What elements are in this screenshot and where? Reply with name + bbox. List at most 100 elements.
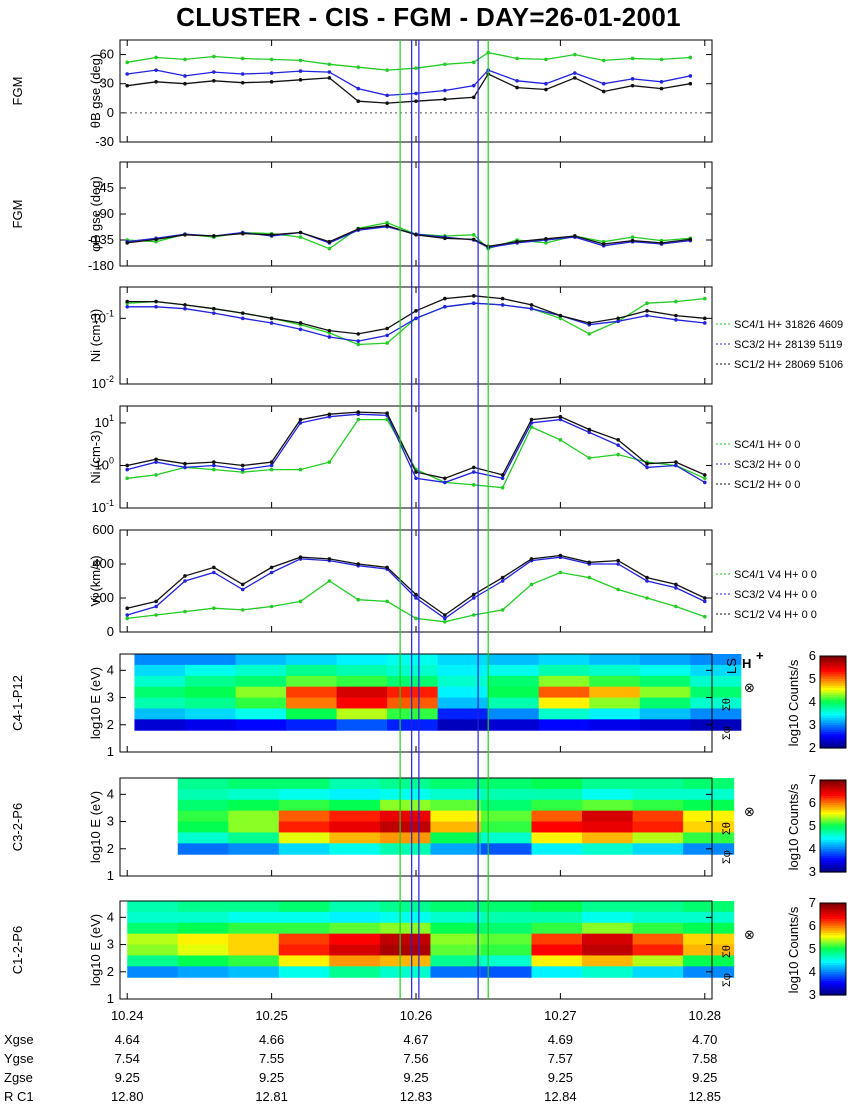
data-point xyxy=(616,443,620,447)
data-point xyxy=(240,316,245,321)
data-point xyxy=(471,470,476,474)
colorbar-segment xyxy=(820,869,846,873)
spectrogram-cell xyxy=(632,955,684,967)
orbit-value: 7.57 xyxy=(548,1051,573,1066)
y-tick-label: 2 xyxy=(107,964,114,979)
spectrogram-cell xyxy=(336,664,388,677)
spectrogram-cell xyxy=(134,697,186,709)
data-point xyxy=(298,58,303,63)
legend-entry: SC1/2 H+ 28069 5106 xyxy=(734,359,843,371)
spectrogram-cell xyxy=(538,686,590,699)
colorbar-segment xyxy=(820,949,846,952)
spectrogram-cell xyxy=(430,911,482,924)
colorbar-segment xyxy=(820,923,846,927)
spectrogram-cell xyxy=(177,911,229,924)
colorbar-segment xyxy=(820,860,846,864)
data-point xyxy=(688,81,693,86)
spectrogram-cell xyxy=(690,697,742,709)
spectrogram-cell xyxy=(531,933,583,946)
colorbar-segment xyxy=(820,692,846,696)
data-point xyxy=(443,62,447,67)
colorbar-segment xyxy=(820,812,846,816)
spectrogram-cell xyxy=(632,799,684,812)
spectrogram-cell xyxy=(177,778,229,790)
spectrogram-cell xyxy=(632,922,684,935)
data-point xyxy=(414,66,418,70)
spectrogram-cell xyxy=(430,966,482,978)
data-point xyxy=(212,70,216,74)
colorbar-segment xyxy=(820,990,846,994)
data-point xyxy=(240,72,245,76)
spectrogram-cell xyxy=(278,788,330,801)
data-point xyxy=(125,60,130,65)
spectrogram-cell xyxy=(379,901,431,913)
spectrogram-cell xyxy=(177,955,229,967)
spectrogram-cell xyxy=(379,922,431,935)
colorbar-segment xyxy=(820,858,846,862)
colorbar-segment xyxy=(820,928,846,932)
colorbar-label: log10 Counts/s xyxy=(786,783,801,870)
data-point xyxy=(529,557,534,561)
colorbar-segment xyxy=(820,865,846,868)
colorbar-segment xyxy=(820,935,846,939)
data-point xyxy=(471,95,476,100)
data-point xyxy=(587,575,592,580)
data-point xyxy=(269,460,274,464)
colorbar-tick-label: 6 xyxy=(809,648,816,663)
data-point xyxy=(471,237,476,242)
spectrogram-cell xyxy=(177,944,229,956)
x-tick-label: 10.28 xyxy=(689,1008,722,1023)
data-point xyxy=(601,242,606,246)
data-point xyxy=(471,465,476,470)
data-point xyxy=(212,570,216,575)
data-point xyxy=(688,237,693,242)
spectrogram-cell xyxy=(480,788,533,801)
data-point xyxy=(471,613,476,617)
spectrogram-cell xyxy=(379,832,431,844)
spectrogram-cell xyxy=(582,933,634,946)
colorbar-tick-label: 7 xyxy=(809,895,816,910)
data-point xyxy=(298,555,303,559)
colorbar-segment xyxy=(820,738,846,742)
data-point xyxy=(443,613,447,617)
data-point xyxy=(183,465,187,470)
colorbar-segment xyxy=(820,930,846,934)
spectrogram-cell xyxy=(480,933,533,946)
spectrogram-cell xyxy=(690,708,742,720)
data-point xyxy=(414,476,418,481)
data-point xyxy=(587,332,592,336)
data-point xyxy=(240,470,245,474)
data-point xyxy=(659,86,664,91)
data-point xyxy=(645,465,649,470)
spectrogram-cell xyxy=(329,821,381,833)
y-axis-label: log10 E (eV) xyxy=(88,791,103,863)
data-point xyxy=(674,463,678,468)
y-tick-label: 4 xyxy=(107,786,114,801)
spectrogram-cell xyxy=(538,697,590,709)
data-point xyxy=(327,557,332,561)
spectrogram-cell xyxy=(379,911,431,924)
orbit-value: 7.54 xyxy=(115,1051,140,1066)
colorbar-segment xyxy=(820,798,846,802)
colorbar-segment xyxy=(820,702,846,705)
data-point xyxy=(269,233,274,237)
data-point xyxy=(702,476,707,481)
orbit-row-label: Ygse xyxy=(4,1051,34,1066)
data-point xyxy=(645,309,649,313)
data-point xyxy=(183,81,187,86)
spectrogram-cell xyxy=(639,708,691,720)
orbit-value: 9.25 xyxy=(692,1070,717,1085)
spectrogram-cell xyxy=(134,686,186,699)
spectrogram-cell xyxy=(437,675,489,688)
spectrogram-cell xyxy=(683,821,735,833)
spectrogram-cell xyxy=(538,719,590,731)
data-point xyxy=(154,68,158,72)
data-point xyxy=(500,476,505,481)
colorbar-segment xyxy=(820,839,846,843)
data-point xyxy=(674,582,678,587)
colorbar-segment xyxy=(820,819,846,822)
colorbar-segment xyxy=(820,842,846,845)
spectrogram-cell xyxy=(430,933,482,946)
spectrogram-cell xyxy=(589,719,641,731)
orbit-value: 9.25 xyxy=(403,1070,428,1085)
